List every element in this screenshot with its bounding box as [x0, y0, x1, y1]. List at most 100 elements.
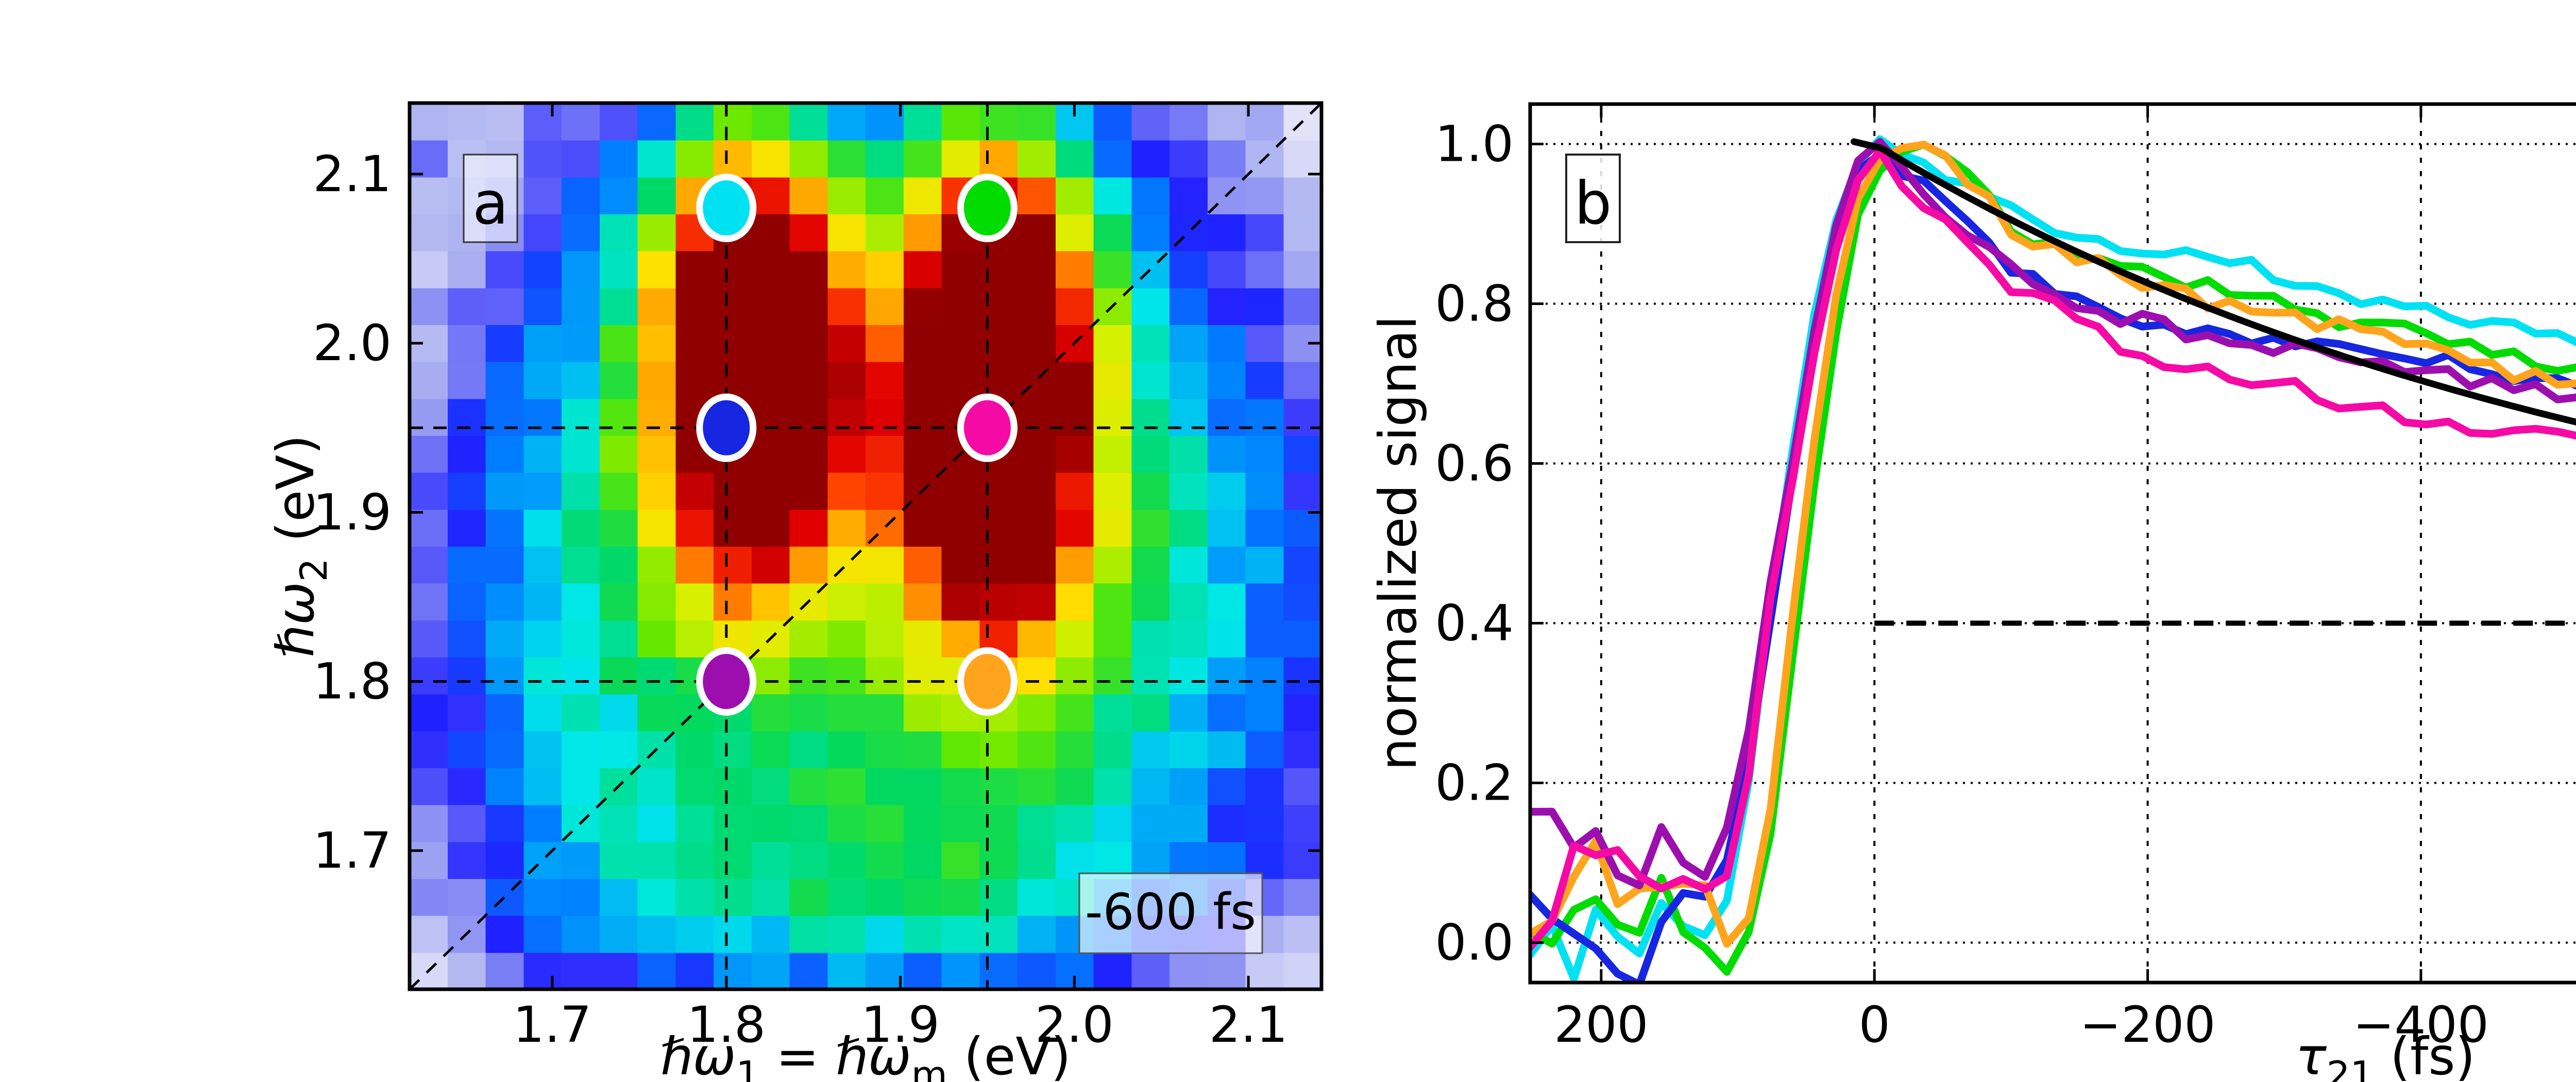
heatmap-cell	[714, 103, 752, 141]
heatmap-cell	[637, 952, 676, 989]
heatmap-cell	[751, 103, 790, 141]
heatmap-cell	[1093, 620, 1132, 657]
heatmap-cell	[1207, 472, 1246, 510]
heatmap-cell	[562, 694, 600, 732]
heatmap-cell	[1283, 952, 1321, 989]
heatmap-cell	[751, 325, 790, 362]
heatmap-cell	[714, 731, 752, 768]
heatmap-cell	[979, 325, 1019, 362]
heatmap-cell	[1207, 657, 1246, 695]
heatmap-cell	[1055, 140, 1094, 178]
heatmap-cell	[1055, 731, 1094, 768]
heatmap-cell	[599, 804, 638, 842]
panel-a-border	[408, 101, 1324, 991]
heatmap-cell	[447, 509, 486, 547]
heatmap-cell	[637, 288, 676, 325]
heatmap-cell	[562, 546, 600, 584]
heatmap-cell	[1018, 546, 1056, 584]
heatmap-cell	[675, 768, 715, 805]
heatmap-cell	[1055, 288, 1094, 325]
heatmap-cell	[1093, 546, 1132, 584]
heatmap-cell	[523, 103, 563, 141]
heatmap-cell	[1018, 583, 1056, 621]
heatmap-cell	[827, 177, 867, 214]
heatmap-cell	[1170, 140, 1208, 178]
heatmap-cell	[1093, 325, 1132, 362]
x-tick-label: 1.9	[861, 996, 940, 1054]
heatmap-cell	[1207, 768, 1246, 805]
heatmap-cell	[523, 288, 563, 325]
heatmap-cell	[827, 361, 867, 399]
heatmap-cell	[410, 804, 448, 842]
trace-blue	[1530, 150, 2576, 983]
heatmap-cell	[485, 952, 524, 989]
heatmap-cell	[562, 288, 600, 325]
heatmap-cell	[1283, 361, 1321, 399]
heatmap-cell	[714, 915, 752, 953]
heatmap-cell	[410, 583, 448, 621]
panel-b-xaxis-label: τ21 (fs)	[2296, 1026, 2476, 1082]
heatmap-cell	[637, 804, 676, 842]
heatmap-cell	[1207, 731, 1246, 768]
heatmap-cell	[903, 731, 942, 768]
heatmap-cell	[1093, 361, 1132, 399]
panel-b-letter-box	[1565, 154, 1621, 243]
heatmap-cell	[1170, 768, 1208, 805]
heatmap-cell	[1055, 398, 1094, 436]
heatmap-cell	[599, 841, 638, 879]
heatmap-cell	[1055, 657, 1094, 695]
heatmap-cell	[1207, 325, 1246, 362]
heatmap-cell	[941, 915, 980, 953]
heatmap-cell	[941, 731, 980, 768]
heatmap-cell	[1170, 361, 1208, 399]
heatmap-cell	[789, 841, 828, 879]
heatmap-cell	[637, 472, 676, 510]
heatmap-cell	[714, 583, 752, 621]
heatmap-cell	[485, 731, 524, 768]
heatmap-cell	[447, 694, 486, 732]
heatmap-cell	[562, 952, 600, 989]
y-tick-label: 0.6	[1435, 435, 1514, 493]
x-tick-label: 1.8	[687, 996, 766, 1054]
heatmap-cell	[1093, 657, 1132, 695]
heatmap-cell	[1170, 177, 1208, 214]
heatmap-cell	[485, 841, 524, 879]
heatmap-cell	[866, 915, 904, 953]
heatmap-cell	[789, 509, 828, 547]
heatmap-cell	[789, 140, 828, 178]
heatmap-cell	[523, 177, 563, 214]
heatmap-cell	[675, 325, 715, 362]
heatmap-cell	[903, 398, 942, 436]
heatmap-cell	[903, 768, 942, 805]
heatmap-cell	[1131, 398, 1171, 436]
heatmap-cell	[1283, 583, 1321, 621]
heatmap-cell	[941, 103, 980, 141]
heatmap-cell	[447, 583, 486, 621]
heatmap-cell	[485, 325, 524, 362]
trace-orange	[1530, 141, 2576, 948]
heatmap-cell	[675, 731, 715, 768]
heatmap-cell	[1283, 915, 1321, 953]
label-part: (eV)	[265, 435, 326, 559]
heatmap-cell	[599, 583, 638, 621]
heatmap-cell	[866, 177, 904, 214]
heatmap-cell	[1093, 435, 1132, 473]
heatmap-cell	[675, 250, 715, 289]
y-tick-label: 2.1	[313, 145, 392, 203]
heatmap-cell	[1245, 214, 1284, 251]
heatmap-cell	[447, 398, 486, 436]
heatmap-cell	[599, 509, 638, 547]
heatmap-cell	[1131, 177, 1171, 214]
heatmap-cell	[903, 804, 942, 842]
heatmap-cell	[827, 583, 867, 621]
heatmap-cell	[485, 583, 524, 621]
heatmap-cell	[599, 731, 638, 768]
heatmap-cell	[1283, 546, 1321, 584]
heatmap-cell	[410, 214, 448, 251]
heatmap-cell	[1170, 472, 1208, 510]
heatmap-cell	[941, 546, 980, 584]
heatmap-cell	[789, 250, 828, 289]
heatmap-cell	[1245, 472, 1284, 510]
heatmap-cell	[789, 361, 828, 399]
